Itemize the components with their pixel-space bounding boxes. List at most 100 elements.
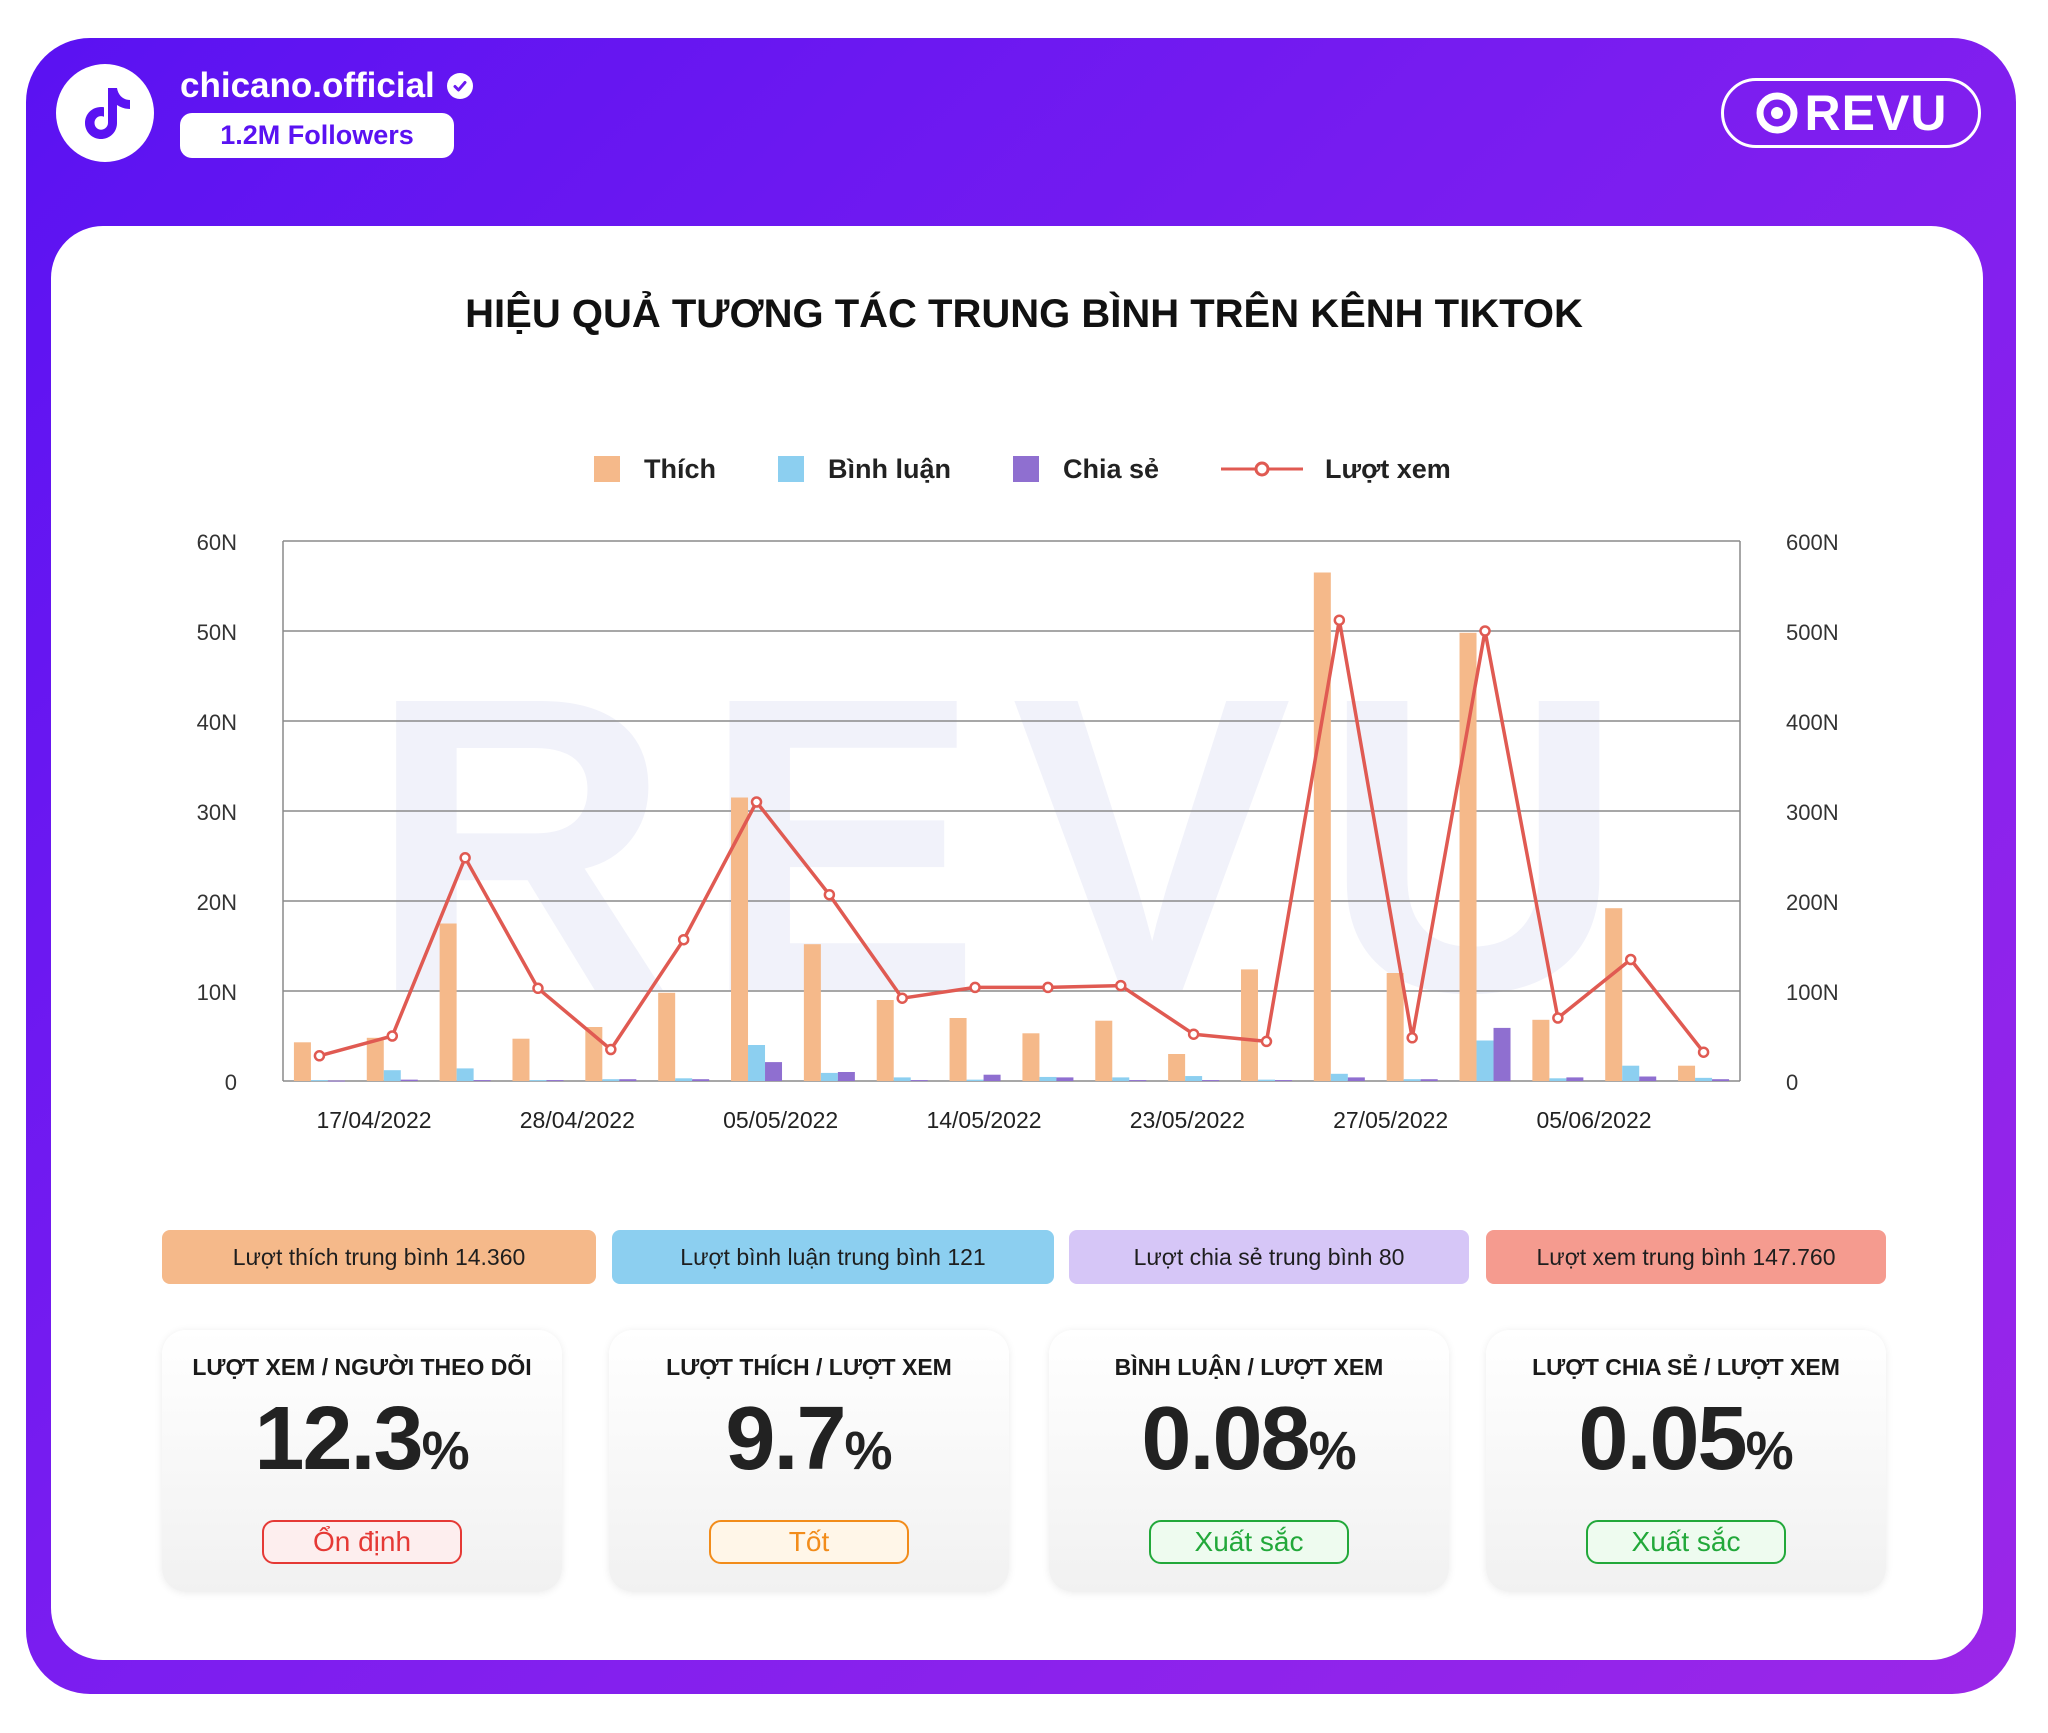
metric-card-views-per-follower: LƯỢT XEM / NGƯỜI THEO DÕI 12.3% Ổn định (162, 1330, 562, 1592)
legend-item-shares[interactable]: Chia sẻ (1013, 454, 1159, 485)
point-views (750, 796, 763, 808)
bar-comments (1330, 1073, 1348, 1081)
tiktok-avatar[interactable] (56, 64, 154, 162)
legend-label-shares: Chia sẻ (1063, 453, 1160, 484)
point-views (1042, 981, 1054, 994)
bar-comments (1622, 1065, 1640, 1081)
revu-logo[interactable]: REVU (1721, 78, 1981, 148)
bar-comments (1185, 1076, 1203, 1081)
bar-shares (1420, 1079, 1438, 1081)
point-views (1187, 1028, 1200, 1040)
bar-comments (1695, 1077, 1713, 1081)
bar-shares (837, 1072, 855, 1081)
bar-likes (1022, 1033, 1040, 1081)
metric-card-comments-per-view: BÌNH LUẬN / LƯỢT XEM 0.08% Xuất sắc (1049, 1330, 1449, 1592)
metric-label: LƯỢT THÍCH / LƯỢT XEM (666, 1354, 952, 1380)
average-shares: Lượt chia sẻ trung bình 80 (1069, 1230, 1469, 1284)
bar-comments (456, 1068, 474, 1081)
revu-logo-icon (1756, 92, 1798, 134)
bar-comments (1549, 1078, 1567, 1081)
bar-shares (1274, 1080, 1292, 1082)
metric-status-badge: Xuất sắc (1149, 1520, 1349, 1564)
bar-shares (1566, 1077, 1584, 1081)
bar-shares (400, 1079, 418, 1081)
bar-likes (1605, 908, 1623, 1081)
bar-shares (1347, 1077, 1365, 1081)
point-views (1624, 953, 1637, 966)
bar-likes (1168, 1054, 1186, 1081)
x-tick-label: 05/05/2022 (723, 1107, 838, 1133)
bar-comments (1039, 1076, 1057, 1081)
metric-status-badge: Tốt (709, 1520, 909, 1564)
legend-swatch-shares (1013, 456, 1039, 482)
point-views (1115, 979, 1127, 992)
bar-shares (619, 1079, 637, 1081)
y-right-tick-label: 600N (1786, 530, 1839, 555)
point-views (1479, 625, 1491, 637)
y-right-tick-label: 100N (1786, 980, 1839, 1005)
metric-value: 12.3% (254, 1389, 470, 1489)
engagement-chart: REVU 0 0 10N 100N 20N 200N 30N 300N 40N 400N 50N 500… (197, 530, 1839, 1133)
legend-item-likes[interactable]: Thích (594, 454, 716, 485)
bar-comments (675, 1078, 693, 1081)
point-views (1697, 1046, 1710, 1058)
y-left-tick-label: 30N (197, 800, 237, 825)
metric-value: 0.08% (1141, 1389, 1357, 1489)
y-left-tick-label: 40N (197, 710, 237, 735)
bar-likes (876, 1000, 894, 1081)
y-right-tick-label: 0 (1786, 1070, 1798, 1095)
legend-swatch-comments (778, 456, 804, 482)
bar-comments (1257, 1079, 1275, 1081)
bar-shares (910, 1080, 928, 1082)
bar-likes (949, 1018, 967, 1081)
average-views: Lượt xem trung bình 147.760 (1486, 1230, 1886, 1284)
bar-shares (546, 1080, 564, 1082)
y-left-tick-label: 60N (197, 530, 237, 555)
legend-item-views[interactable]: Lượt xem (1221, 454, 1451, 485)
point-views (896, 992, 908, 1004)
bar-shares (983, 1074, 1001, 1081)
x-tick-label: 27/05/2022 (1333, 1107, 1448, 1133)
bar-shares (1712, 1079, 1730, 1081)
legend-swatch-likes (594, 456, 620, 482)
chart-legend: Thích Bình luận Chia sẻ Lượt xem (594, 452, 1513, 486)
bar-likes (1313, 572, 1331, 1081)
bar-comments (1112, 1077, 1130, 1081)
y-left-tick-label: 0 (225, 1070, 237, 1095)
metric-value: 9.7% (725, 1389, 893, 1489)
bar-shares (473, 1080, 491, 1082)
bar-comments (966, 1079, 984, 1081)
chart-watermark: REVU (368, 611, 1655, 1080)
bar-comments (310, 1080, 328, 1082)
legend-label-likes: Thích (644, 453, 716, 484)
point-views (677, 933, 690, 946)
bar-shares (1056, 1077, 1074, 1081)
metric-card-shares-per-view: LƯỢT CHIA SẺ / LƯỢT XEM 0.05% Xuất sắc (1486, 1330, 1886, 1592)
bar-comments (529, 1080, 547, 1082)
metric-card-likes-per-view: LƯỢT THÍCH / LƯỢT XEM 9.7% Tốt (609, 1330, 1009, 1592)
average-likes: Lượt thích trung bình 14.360 (162, 1230, 596, 1284)
point-views (969, 981, 981, 994)
point-views (1333, 614, 1346, 626)
bar-shares (1493, 1027, 1511, 1081)
bar-comments (748, 1045, 766, 1081)
legend-item-comments[interactable]: Bình luận (778, 454, 951, 485)
bar-likes (366, 1037, 384, 1081)
bar-comments (1403, 1079, 1421, 1081)
x-tick-label: 23/05/2022 (1130, 1107, 1245, 1133)
y-right-tick-label: 500N (1786, 620, 1839, 645)
account-handle: chicano.official (180, 66, 473, 106)
chart-title: HIỆU QUẢ TƯƠNG TÁC TRUNG BÌNH TRÊN KÊNH … (465, 292, 1583, 336)
bar-likes (1095, 1020, 1113, 1081)
metric-status-badge: Ổn định (262, 1520, 462, 1564)
bar-likes (512, 1038, 530, 1081)
bar-comments (893, 1077, 911, 1081)
bar-likes (658, 992, 676, 1081)
metric-label: LƯỢT XEM / NGƯỜI THEO DÕI (192, 1354, 532, 1380)
averages-row: Lượt thích trung bình 14.360 Lượt bình l… (0, 1230, 2048, 1284)
bar-comments (1476, 1040, 1494, 1081)
bar-shares (1129, 1080, 1147, 1082)
point-views (605, 1043, 617, 1056)
metric-value: 0.05% (1578, 1389, 1794, 1489)
x-tick-label: 05/06/2022 (1536, 1107, 1651, 1133)
